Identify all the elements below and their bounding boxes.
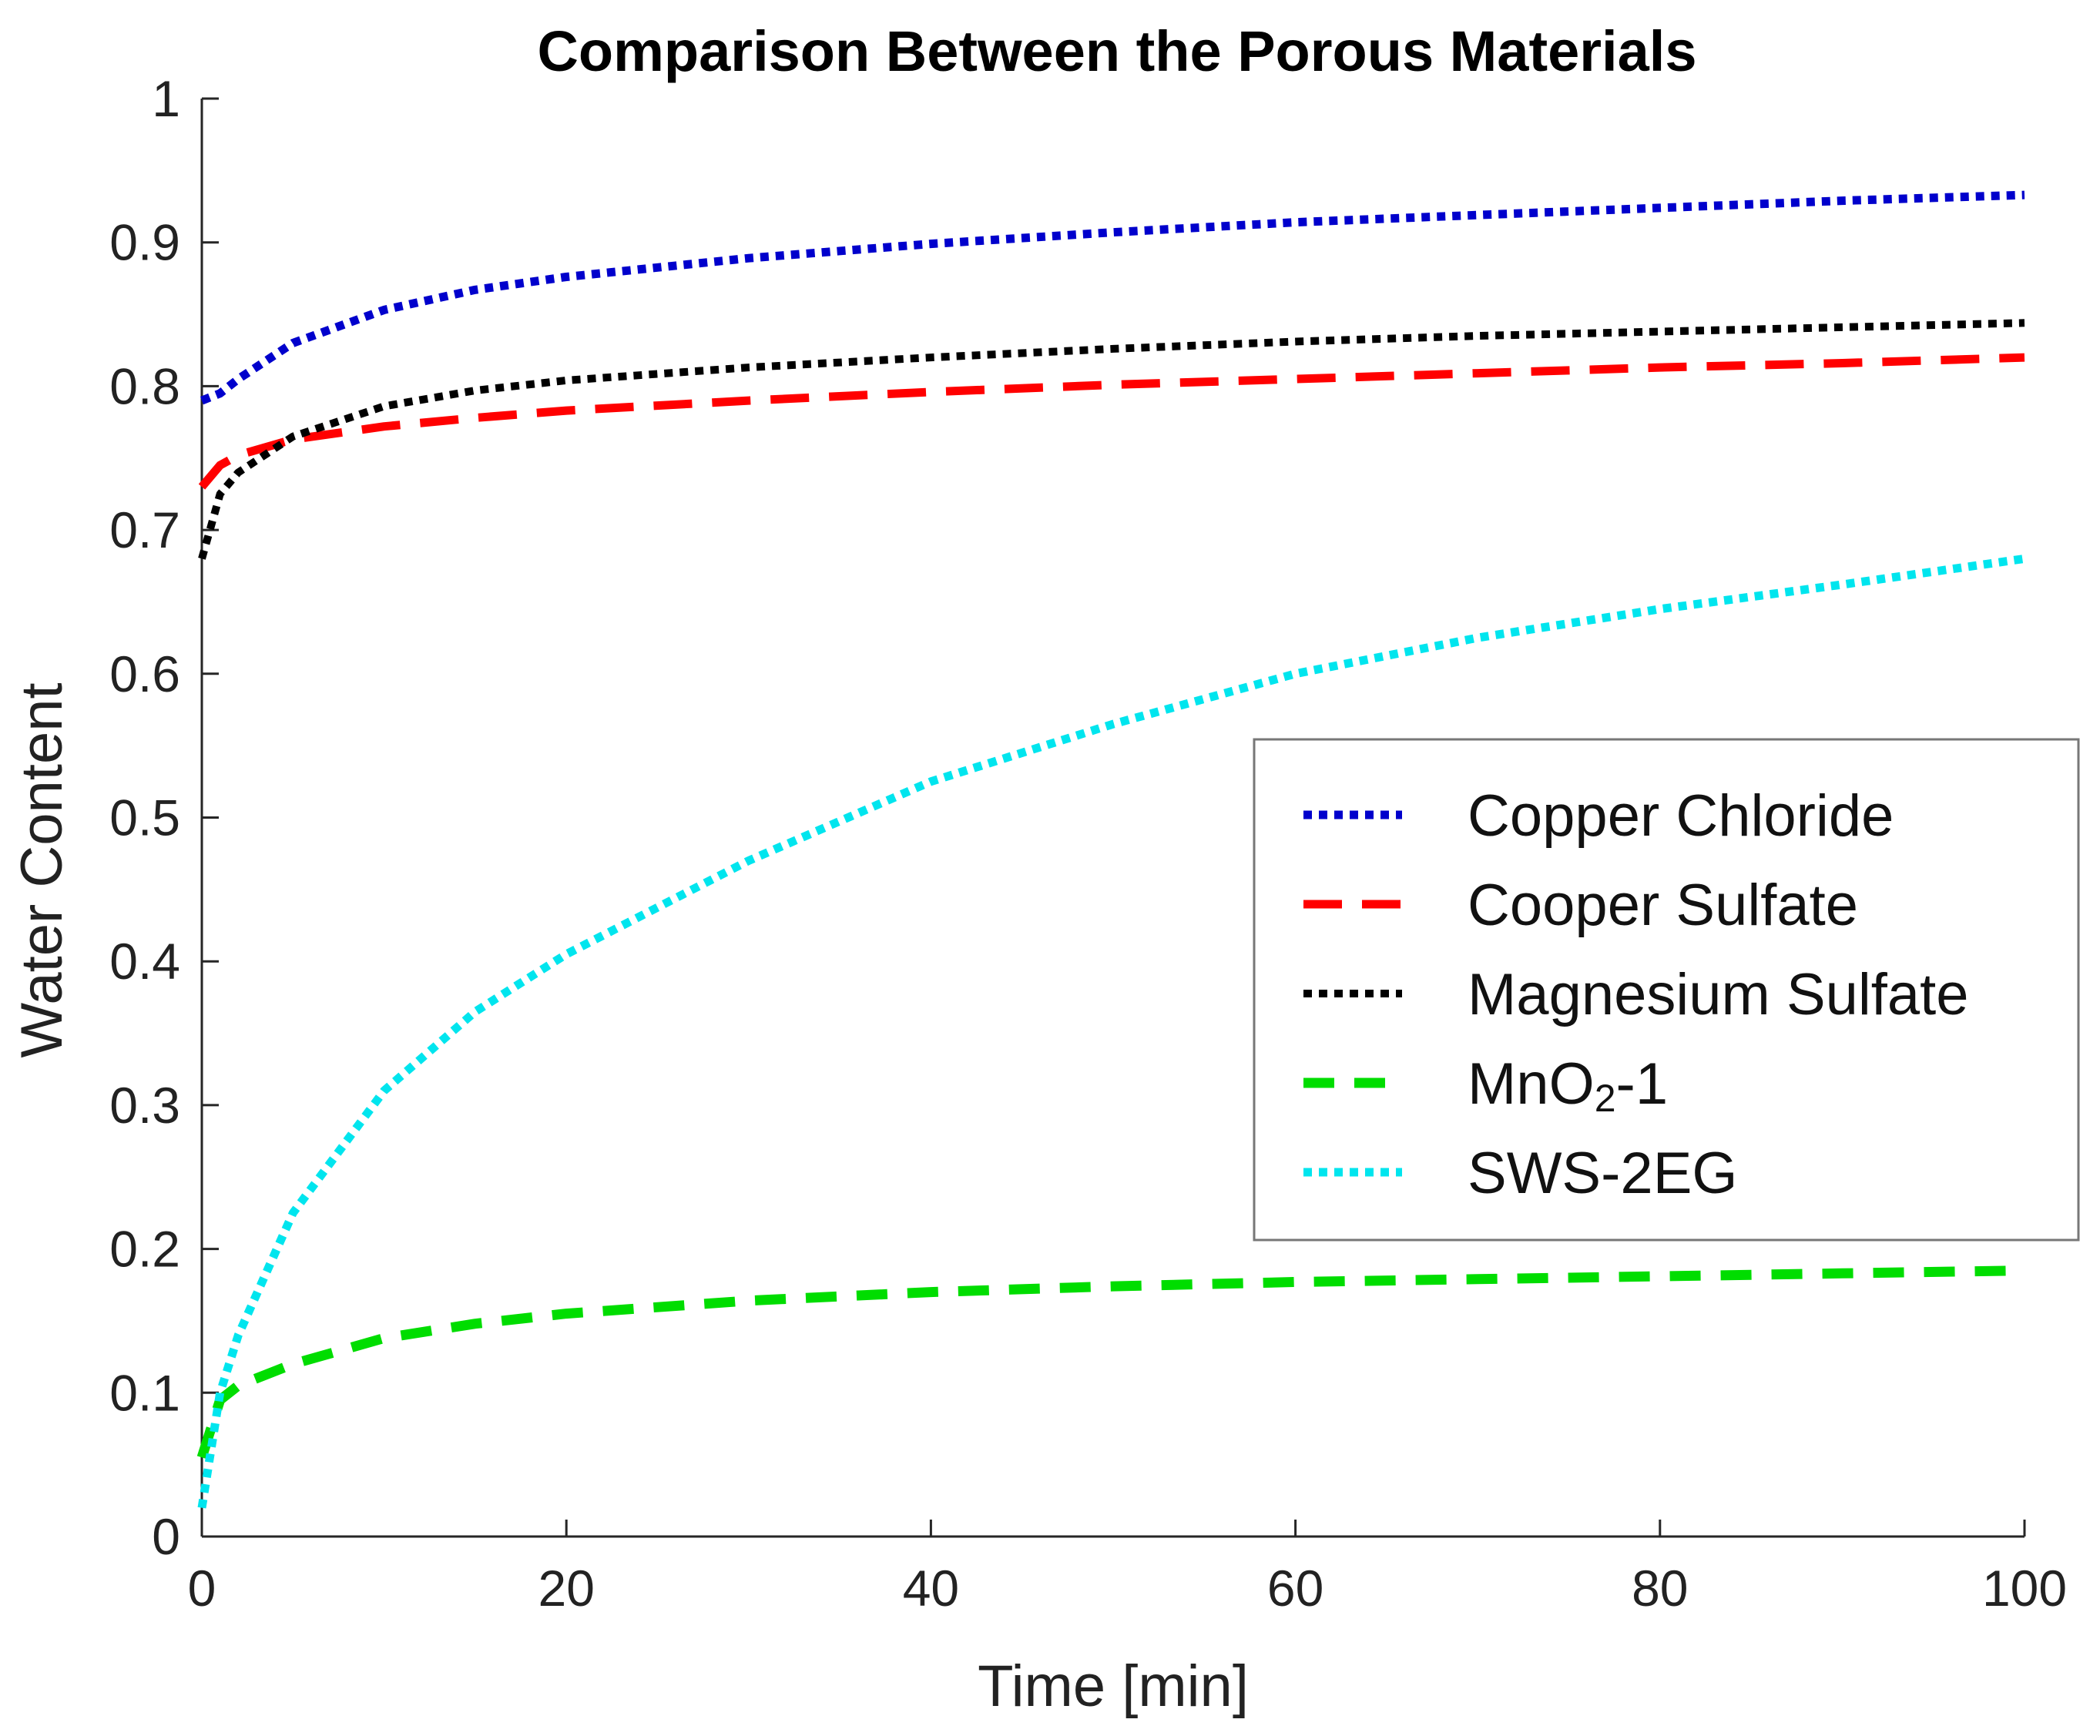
y-tick-label: 0.8 [109,357,180,414]
x-tick-label: 20 [538,1560,594,1617]
x-tick-label: 40 [903,1560,959,1617]
legend-label: MnO2-1 [1468,1051,1668,1120]
y-tick-label: 0.7 [109,501,180,558]
y-tick-label: 0.9 [109,214,180,271]
x-tick-label: 0 [188,1560,216,1617]
legend-label: SWS-2EG [1468,1141,1738,1206]
series-line-mno2-1 [196,1265,2025,1460]
legend: Copper Chloride Cooper Sulfate Magnesium S… [1253,738,2080,1242]
series-line-sws-2eg [197,554,2025,1509]
y-tick-label: 0.5 [109,789,180,846]
series-line-cooper-sulfate [198,353,2025,490]
chart-title: Comparison Between the Porous Materials [537,19,1696,83]
series-line-magnesium-sulfate [198,319,2025,560]
x-tick-label: 80 [1632,1560,1688,1617]
legend-label: Copper Chloride [1468,783,1894,849]
y-axis-title: Water Content [9,682,75,1057]
y-tick-label: 1 [152,70,180,127]
series-lines [196,190,2025,1509]
ticks: 0 20 40 60 80 100 0 0.1 0.2 0.3 0.4 0.5 0.6 0.7 0.8 0.9… [109,70,2067,1617]
y-tick-label: 0.2 [109,1221,180,1278]
y-tick-label: 0.3 [109,1077,180,1134]
y-tick-label: 0 [152,1508,180,1565]
legend-box [1253,738,2080,1242]
series-line-copper-chloride [200,190,2025,405]
x-tick-label: 100 [1982,1560,2067,1617]
legend-label: Magnesium Sulfate [1468,962,1969,1027]
y-tick-label: 0.4 [109,933,180,990]
x-tick-label: 60 [1267,1560,1323,1617]
y-tick-label: 0.6 [109,645,180,702]
legend-label: Cooper Sulfate [1468,873,1858,938]
x-axis-title: Time [min] [978,1654,1249,1719]
y-tick-label: 0.1 [109,1364,180,1421]
